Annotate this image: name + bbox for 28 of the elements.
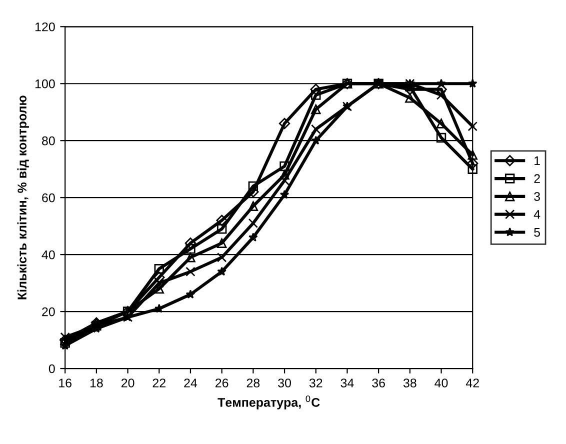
legend-label: 1 bbox=[534, 156, 540, 166]
legend-label: 3 bbox=[534, 192, 540, 201]
y-axis-title: Кількість клітин, % від контролю bbox=[17, 96, 29, 300]
x-tick-label: 40 bbox=[434, 378, 448, 388]
x-tick-label: 30 bbox=[278, 378, 291, 388]
y-tick-label: 60 bbox=[42, 193, 55, 202]
legend-label: 4 bbox=[534, 210, 540, 219]
x-tick-label: 36 bbox=[372, 378, 385, 388]
x-tick-label: 26 bbox=[216, 378, 228, 388]
y-tick-label: 20 bbox=[42, 307, 55, 316]
x-tick-label: 18 bbox=[90, 378, 103, 388]
x-tick-label: 34 bbox=[340, 378, 354, 388]
x-tick-label: 16 bbox=[59, 378, 72, 388]
x-tick-label: 28 bbox=[246, 378, 260, 388]
y-tick-label: 0 bbox=[48, 364, 55, 374]
x-tick-label: 32 bbox=[309, 378, 322, 388]
x-tick-label: 24 bbox=[184, 378, 198, 388]
x-tick-label: 20 bbox=[121, 378, 134, 388]
legend-label: 2 bbox=[534, 174, 540, 183]
y-tick-label: 80 bbox=[42, 136, 55, 146]
x-tick-label: 38 bbox=[403, 378, 416, 388]
x-tick-label: 22 bbox=[152, 378, 166, 388]
y-tick-label: 40 bbox=[42, 250, 55, 260]
y-tick-label: 100 bbox=[35, 79, 55, 88]
x-tick-label: 42 bbox=[466, 378, 479, 388]
x-axis-title: Температура, $^{0}$C bbox=[218, 395, 320, 410]
legend-label: 5 bbox=[534, 228, 540, 237]
y-tick-label: 120 bbox=[35, 22, 55, 32]
